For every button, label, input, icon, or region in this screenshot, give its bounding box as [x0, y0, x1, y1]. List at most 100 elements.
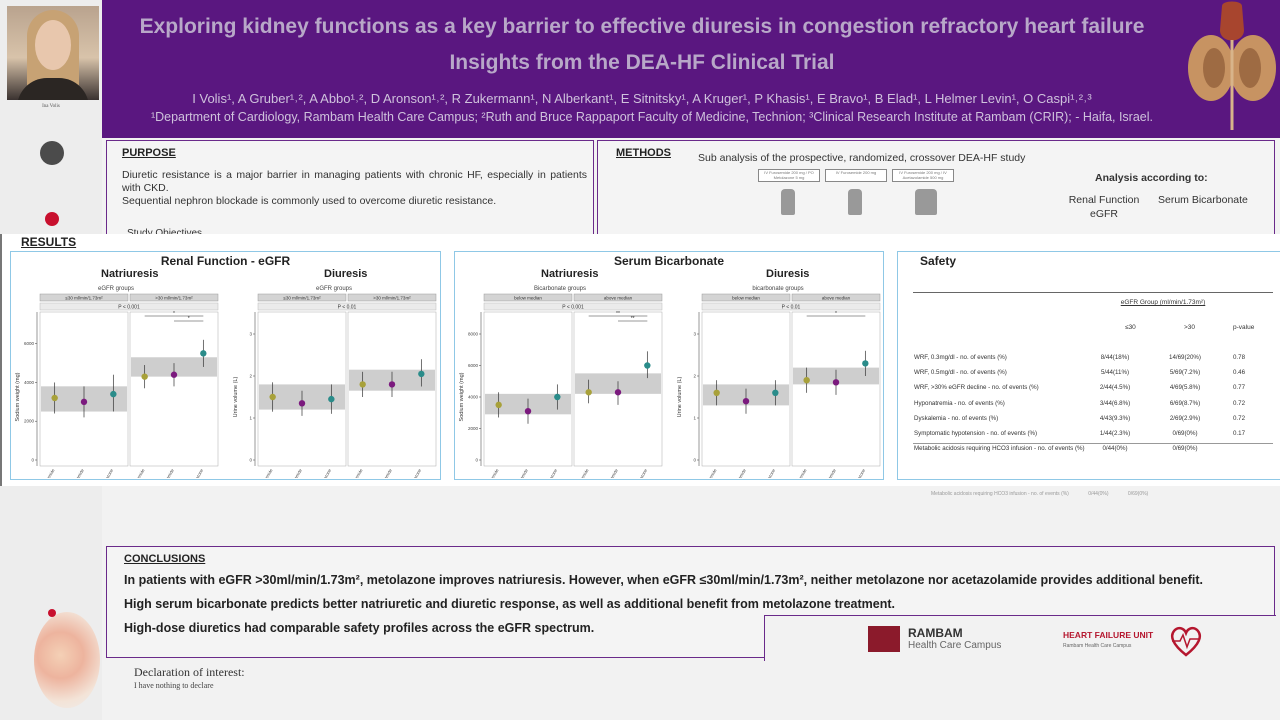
x-tick-label: Furosemide [702, 467, 718, 478]
y-tick-label: 3 [693, 332, 696, 337]
y-tick-label: 0 [31, 458, 34, 463]
y-axis-label: Urine volume (L) [677, 377, 683, 418]
renal-natriuresis-title: Natriuresis [101, 268, 159, 280]
data-point [803, 377, 810, 384]
x-tick-label: Furosemide [258, 467, 274, 478]
x-tick-label: Furosemide + acetazolamide [362, 467, 394, 478]
data-point [554, 393, 561, 401]
data-point [495, 401, 502, 409]
safety-row-low: 3/44(6.8%) [1099, 399, 1131, 407]
bicarb-natriuresis-title: Natriuresis [541, 268, 599, 280]
methods-subtitle: Sub analysis of the prospective, randomi… [698, 152, 1026, 164]
y-tick-label: 1 [693, 416, 696, 421]
renal-heading: Renal Function - eGFR [160, 254, 291, 268]
rambam-logo-mark [868, 626, 900, 652]
orb-decoration [34, 612, 100, 708]
declaration-title: Declaration of interest: [134, 665, 245, 679]
y-tick-label: 4000 [468, 395, 479, 400]
safety-row-label: WRF, >30% eGFR decline - no. of events (… [914, 384, 1039, 392]
panel-strip [791, 293, 881, 302]
p-value-label: P < 0.001 [562, 305, 584, 311]
panel-strip-label: ≤30 ml/min/1.73m² [283, 296, 321, 301]
safety-row-p: 0.77 [1232, 384, 1246, 392]
purpose-text-1: Diuretic resistance is a major barrier i… [122, 169, 587, 194]
methods-title: METHODS [616, 147, 671, 159]
grey-dot-decoration [40, 141, 64, 165]
hfu-logo-name: HEART FAILURE UNIT [1063, 630, 1154, 640]
panel-strip-label: above median [604, 296, 633, 301]
presenter-name: Ina Volis [42, 104, 60, 109]
rambam-logo-sub: Health Care Campus [908, 640, 1002, 651]
data-point [585, 389, 592, 396]
red-dot-decoration [45, 212, 59, 226]
iv-bag-icon [915, 189, 937, 215]
safety-row: Symptomatic hypotension - no. of events … [914, 430, 1274, 440]
x-tick-label: Furosemide + metolazone [748, 467, 777, 478]
x-tick-label: Furosemide + metolazone [394, 467, 423, 478]
data-point [80, 398, 88, 406]
safety-row-low: 5/44(11%) [1100, 369, 1130, 377]
table-bottom-rule [913, 443, 1273, 444]
panel-strip [257, 293, 347, 302]
renal-diuresis-title: Diuresis [324, 268, 368, 280]
safety-row-high: 0/69(0%) [1172, 445, 1198, 453]
conclusions-notch [764, 615, 1276, 661]
rambam-logo: RAMBAM Health Care Campus [868, 624, 1038, 654]
x-tick-label: Furosemide [40, 467, 56, 478]
y-tick-label: 0 [475, 458, 478, 463]
y-tick-label: 2 [249, 374, 252, 379]
y-axis-label: Urine volume (L) [233, 377, 239, 418]
x-tick-label: Furosemide + metolazone [838, 467, 867, 478]
safety-row-high: 2/69(2.9%) [1169, 414, 1201, 422]
data-point [200, 350, 207, 357]
y-tick-label: 6000 [468, 363, 479, 368]
renal-natriuresis-plot: eGFR groups ≤30 ml/min/1.73m² >30 ml/min/1… [15, 286, 219, 478]
x-tick-label: Furosemide + acetazolamide [144, 467, 176, 478]
group-title: eGFR groups [316, 286, 352, 292]
x-tick-label: Furosemide + acetazolamide [716, 467, 748, 478]
safety-row-label: Symptomatic hypotension - no. of events … [914, 430, 1038, 437]
safety-row-high: 4/69(5.8%) [1169, 384, 1201, 392]
group-title: eGFR groups [98, 286, 134, 292]
safety-row-high: 14/69(20%) [1169, 354, 1201, 361]
hfu-logo-sub: Rambam Health Care Campus [1063, 643, 1132, 649]
x-tick-label: Furosemide + metolazone [304, 467, 333, 478]
p-value-strip [39, 302, 219, 311]
panel-strip-label: >30 ml/min/1.73m² [155, 296, 193, 301]
safety-row-p: 0.17 [1232, 430, 1246, 437]
x-tick-label: Furosemide + acetazolamide [806, 467, 838, 478]
purpose-title: PURPOSE [122, 147, 176, 159]
study-objectives-label: Study Objectives [127, 228, 202, 239]
data-point [418, 370, 425, 378]
heart-icon [1170, 626, 1202, 657]
safety-row-label: Dyskalemia - no. of events (%) [914, 414, 999, 422]
safety-row-low: 0/44(0%) [1102, 445, 1128, 453]
arm-acetazolamide: IV Furosemide 200 mg / IV Acetazolamide … [892, 169, 954, 182]
x-tick-label: Furosemide + metolazone [86, 467, 115, 478]
y-tick-label: 2000 [468, 426, 479, 431]
panel-strip [701, 293, 791, 302]
conclusion-2: High serum bicarbonate predicts better n… [124, 597, 896, 611]
bicarb-diuresis-plot: bicarbonate groups below median above medi… [677, 286, 881, 478]
serum-bicarbonate-label: Serum Bicarbonate [1158, 194, 1248, 206]
x-tick-label: Furosemide [348, 467, 364, 478]
safety-row-p: 0.46 [1232, 369, 1246, 377]
panel-strip-label: below median [514, 296, 542, 301]
safety-row: Dyskalemia - no. of events (%) 4/43(9.3%)… [914, 415, 1274, 425]
safety-row-high: 6/69(8.7%) [1169, 399, 1201, 407]
safety-title: Safety [920, 254, 957, 268]
p-value-label: P < 0.01 [782, 305, 801, 311]
purpose-text: Diuretic resistance is a major barrier i… [122, 169, 587, 208]
arm-furosemide: IV Furosemide 200 mg [825, 169, 887, 182]
safety-row-p: 0.72 [1232, 399, 1246, 407]
safety-row-low: 2/44(4.5%) [1099, 384, 1131, 392]
plot-panel [129, 311, 219, 467]
safety-row-low: 4/43(9.3%) [1099, 414, 1131, 422]
title-line-2: Insights from the DEA-HF Clinical Trial [449, 51, 835, 74]
col-header-high: >30 [1184, 324, 1196, 331]
data-point [644, 362, 651, 369]
y-tick-label: 2000 [24, 419, 35, 424]
methods-section: METHODS Sub analysis of the prospective,… [597, 140, 1275, 236]
purpose-text-2: Sequential nephron blockade is commonly … [122, 195, 497, 207]
